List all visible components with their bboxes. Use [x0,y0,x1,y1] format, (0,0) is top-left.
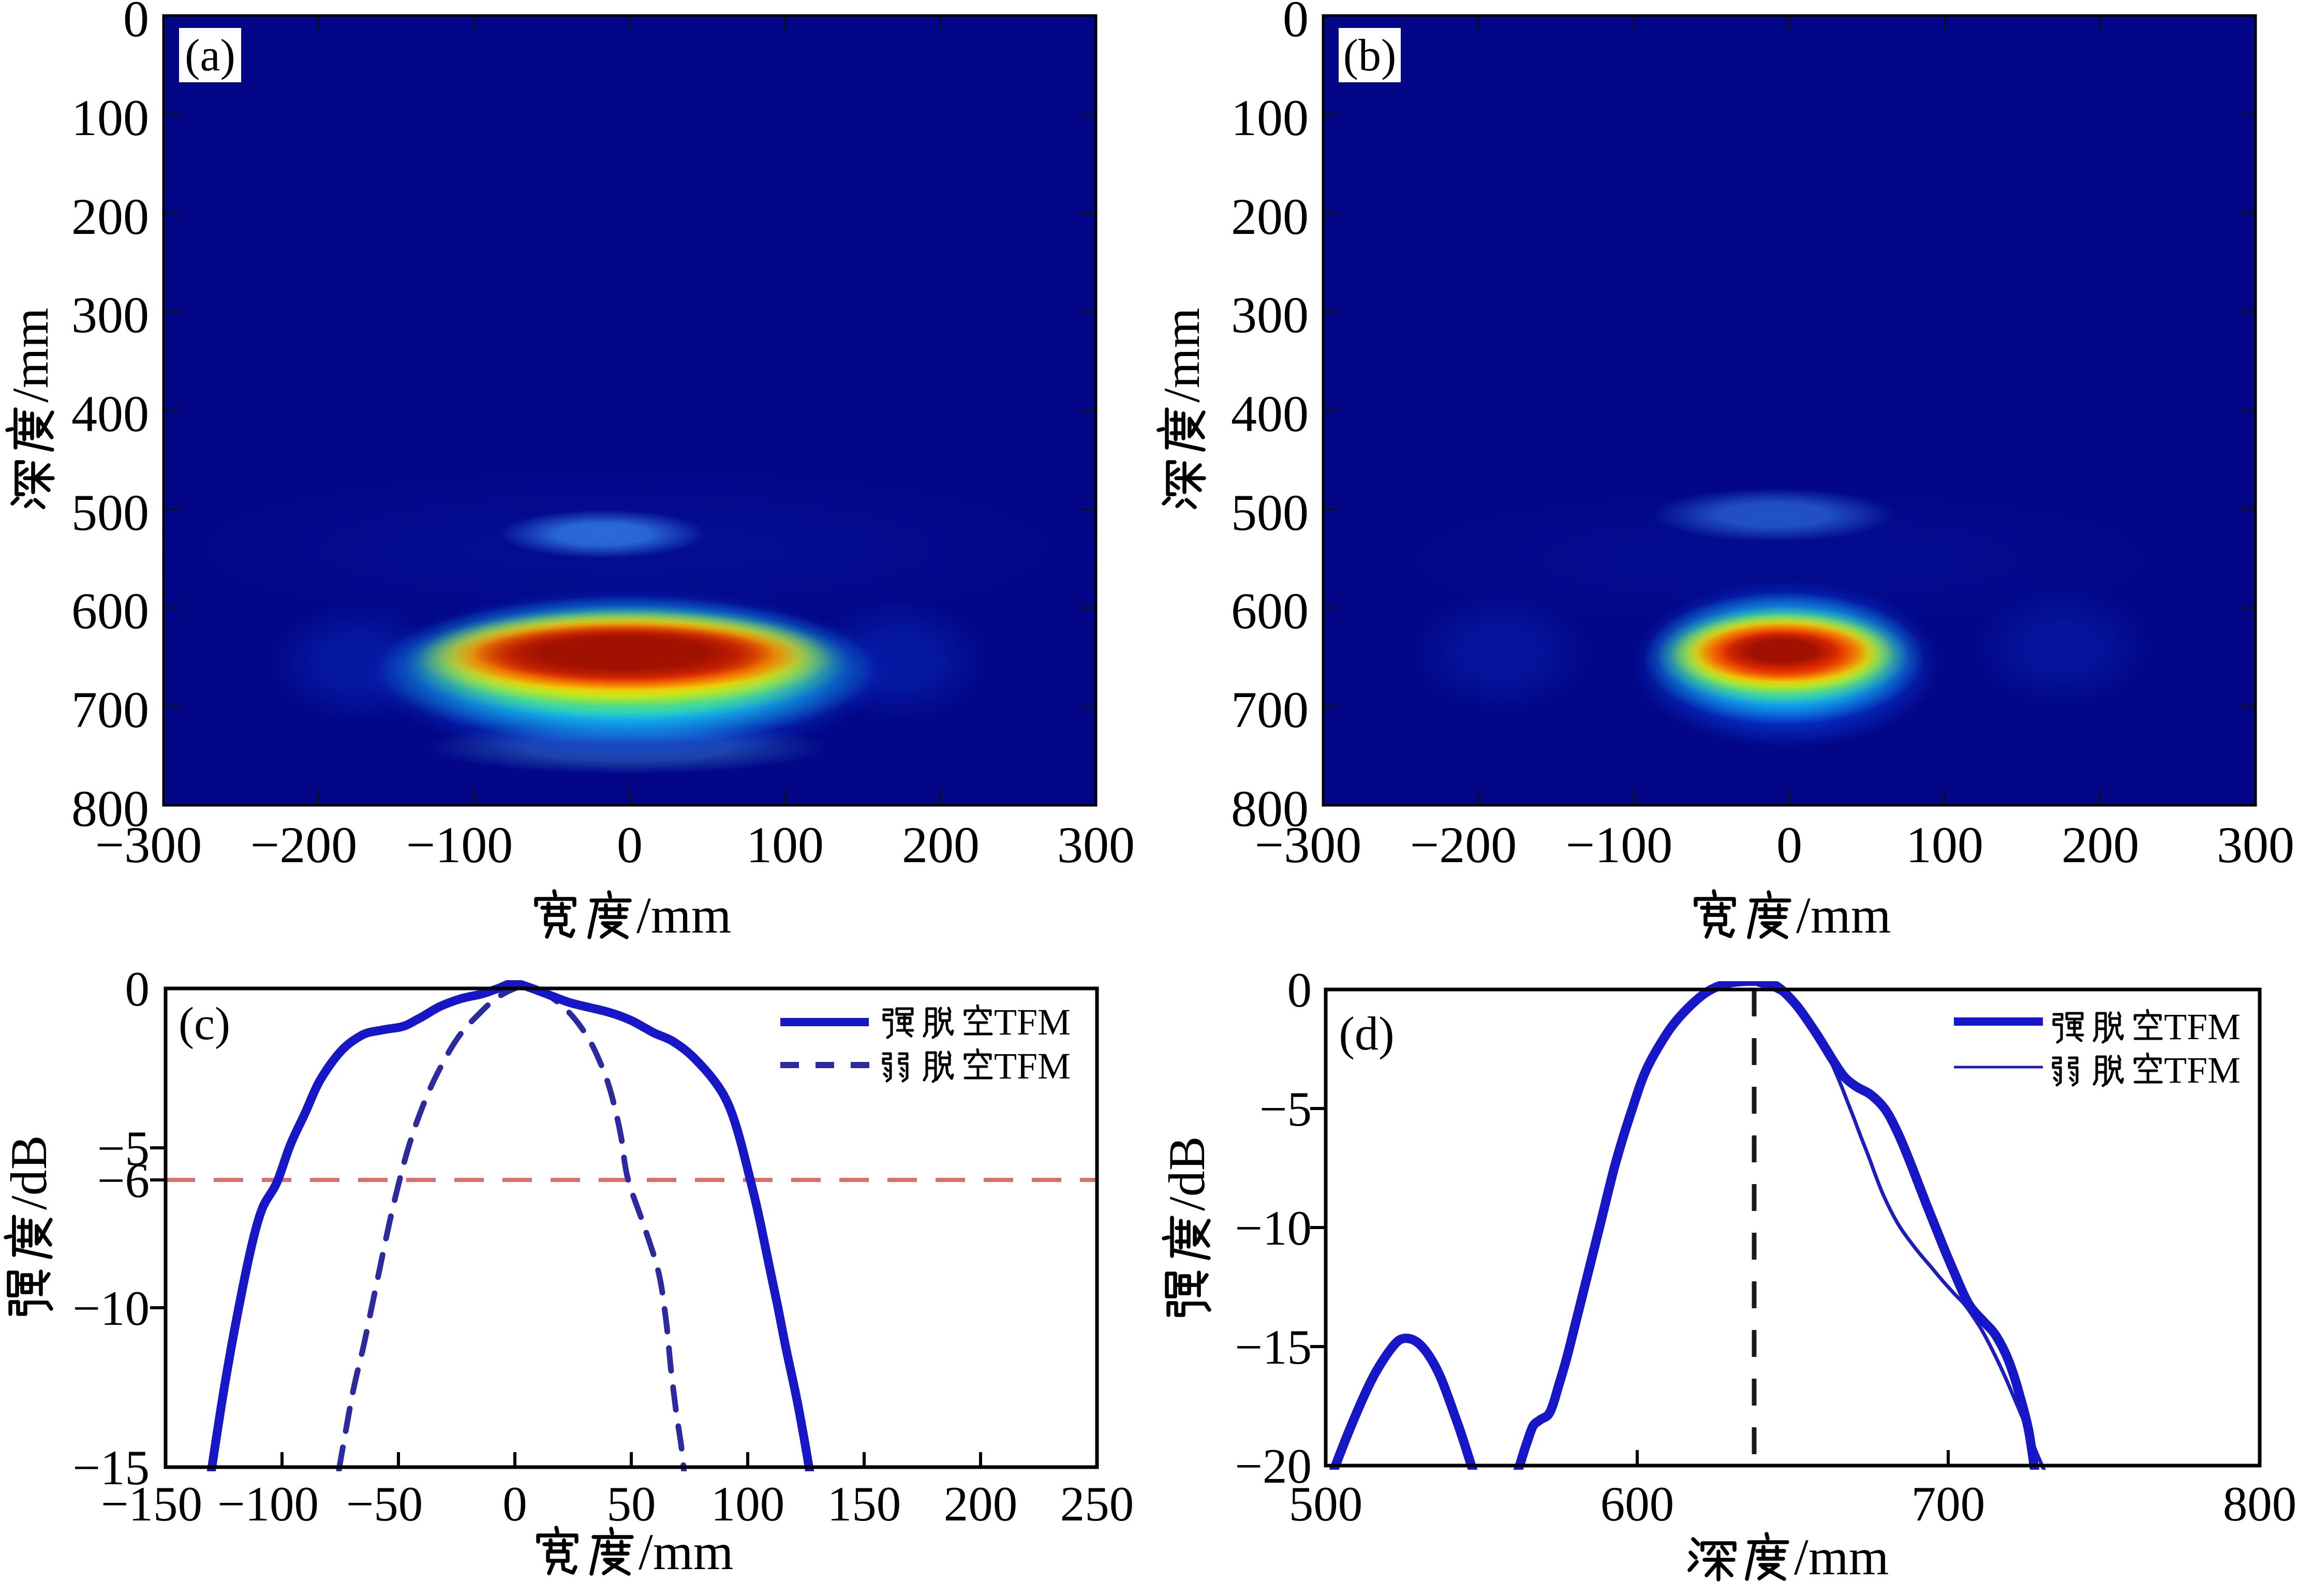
svg-text:800: 800 [71,780,149,837]
svg-text:/mm: /mm [636,886,731,944]
svg-text:200: 200 [1231,188,1309,245]
svg-text:300: 300 [1231,286,1309,344]
svg-text:600: 600 [1600,1476,1674,1531]
svg-text:/mm: /mm [1153,308,1210,403]
svg-text:/dB: /dB [1158,1136,1215,1211]
svg-text:700: 700 [71,681,149,738]
svg-text:TFM: TFM [2164,1006,2241,1047]
svg-text:/mm: /mm [2,308,59,403]
svg-text:250: 250 [1060,1476,1134,1531]
svg-text:100: 100 [746,816,824,874]
svg-text:−100: −100 [1566,816,1672,874]
svg-text:(b): (b) [1343,31,1397,81]
svg-text:−50: −50 [346,1476,423,1531]
svg-text:TFM: TFM [994,1045,1071,1087]
svg-text:300: 300 [2217,816,2294,874]
svg-text:−10: −10 [1235,1201,1312,1255]
svg-text:−5: −5 [97,1121,150,1176]
svg-text:/dB: /dB [0,1135,57,1210]
svg-text:0: 0 [502,1476,527,1531]
svg-text:200: 200 [944,1476,1018,1531]
svg-text:100: 100 [1906,816,1983,874]
svg-text:0: 0 [123,0,149,48]
svg-text:100: 100 [1231,89,1309,146]
svg-text:−15: −15 [1235,1320,1312,1375]
svg-text:−200: −200 [250,816,357,874]
svg-text:−15: −15 [72,1440,150,1495]
svg-text:(c): (c) [179,998,230,1050]
svg-text:200: 200 [71,188,149,245]
svg-text:−100: −100 [406,816,513,874]
svg-text:−10: −10 [72,1281,150,1336]
svg-text:150: 150 [827,1476,901,1531]
svg-text:0: 0 [1283,0,1309,48]
svg-text:500: 500 [1289,1476,1363,1531]
svg-text:0: 0 [125,962,150,1016]
svg-text:/mm: /mm [1794,1528,1889,1586]
svg-text:0: 0 [617,816,643,874]
svg-text:700: 700 [1911,1476,1985,1531]
svg-text:300: 300 [1057,816,1135,874]
svg-text:500: 500 [1231,484,1309,541]
svg-text:0: 0 [1287,963,1312,1017]
svg-text:/mm: /mm [639,1523,733,1580]
svg-text:−5: −5 [1259,1082,1312,1136]
svg-text:−100: −100 [217,1476,319,1531]
svg-text:300: 300 [71,286,149,344]
svg-text:−6: −6 [97,1153,150,1208]
svg-text:700: 700 [1231,681,1309,738]
svg-text:−300: −300 [1255,816,1361,874]
svg-text:−300: −300 [95,816,202,874]
svg-text:−20: −20 [1235,1439,1312,1494]
svg-text:600: 600 [71,582,149,640]
svg-text:500: 500 [71,484,149,541]
svg-text:800: 800 [2223,1476,2297,1531]
svg-text:(d): (d) [1339,1007,1394,1060]
svg-text:TFM: TFM [994,1001,1071,1043]
svg-text:TFM: TFM [2164,1050,2241,1091]
svg-text:−200: −200 [1410,816,1517,874]
svg-text:100: 100 [711,1476,785,1531]
svg-text:100: 100 [71,89,149,146]
svg-text:400: 400 [71,385,149,442]
svg-text:200: 200 [2062,816,2139,874]
svg-text:400: 400 [1231,385,1309,442]
svg-text:50: 50 [607,1476,656,1531]
svg-text:/mm: /mm [1796,886,1891,944]
svg-text:800: 800 [1231,780,1309,837]
svg-text:600: 600 [1231,582,1309,640]
svg-text:−150: −150 [101,1476,202,1531]
svg-text:200: 200 [902,816,980,874]
svg-text:0: 0 [1776,816,1802,874]
svg-text:(a): (a) [185,31,235,81]
